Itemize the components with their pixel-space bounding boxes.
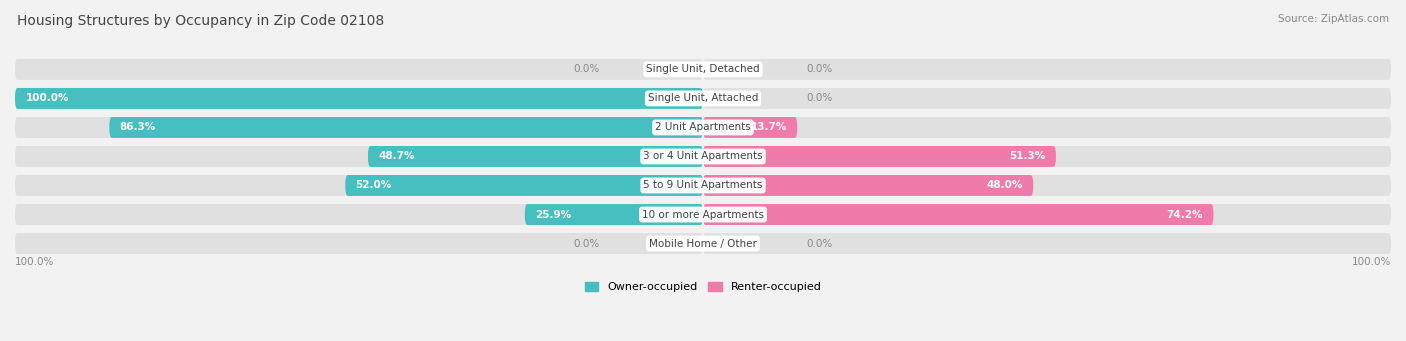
FancyBboxPatch shape — [15, 59, 703, 80]
FancyBboxPatch shape — [15, 146, 703, 167]
Text: 86.3%: 86.3% — [120, 122, 156, 132]
Text: 51.3%: 51.3% — [1010, 151, 1046, 162]
FancyBboxPatch shape — [703, 146, 1391, 167]
FancyBboxPatch shape — [703, 117, 797, 138]
Text: 100.0%: 100.0% — [15, 257, 55, 267]
Text: 100.0%: 100.0% — [25, 93, 69, 103]
FancyBboxPatch shape — [703, 146, 1056, 167]
FancyBboxPatch shape — [110, 117, 703, 138]
FancyBboxPatch shape — [15, 117, 703, 138]
FancyBboxPatch shape — [524, 204, 703, 225]
FancyBboxPatch shape — [346, 175, 703, 196]
Text: Single Unit, Detached: Single Unit, Detached — [647, 64, 759, 74]
Text: 0.0%: 0.0% — [806, 238, 832, 249]
FancyBboxPatch shape — [15, 88, 703, 109]
Text: 52.0%: 52.0% — [356, 180, 392, 191]
Text: 25.9%: 25.9% — [536, 209, 571, 220]
Text: Source: ZipAtlas.com: Source: ZipAtlas.com — [1278, 14, 1389, 24]
FancyBboxPatch shape — [703, 233, 1391, 254]
FancyBboxPatch shape — [15, 233, 703, 254]
Text: 48.7%: 48.7% — [378, 151, 415, 162]
Text: 10 or more Apartments: 10 or more Apartments — [643, 209, 763, 220]
Text: 0.0%: 0.0% — [806, 93, 832, 103]
FancyBboxPatch shape — [703, 175, 1033, 196]
FancyBboxPatch shape — [703, 88, 1391, 109]
Text: 2 Unit Apartments: 2 Unit Apartments — [655, 122, 751, 132]
FancyBboxPatch shape — [15, 175, 703, 196]
FancyBboxPatch shape — [15, 204, 703, 225]
FancyBboxPatch shape — [703, 204, 1213, 225]
Legend: Owner-occupied, Renter-occupied: Owner-occupied, Renter-occupied — [581, 278, 825, 297]
Text: 48.0%: 48.0% — [987, 180, 1024, 191]
Text: 5 to 9 Unit Apartments: 5 to 9 Unit Apartments — [644, 180, 762, 191]
FancyBboxPatch shape — [15, 88, 703, 109]
Text: 74.2%: 74.2% — [1167, 209, 1204, 220]
FancyBboxPatch shape — [703, 117, 1391, 138]
Text: 100.0%: 100.0% — [1351, 257, 1391, 267]
FancyBboxPatch shape — [703, 204, 1391, 225]
Text: Single Unit, Attached: Single Unit, Attached — [648, 93, 758, 103]
Text: 13.7%: 13.7% — [751, 122, 787, 132]
Text: Mobile Home / Other: Mobile Home / Other — [650, 238, 756, 249]
Text: 0.0%: 0.0% — [806, 64, 832, 74]
Text: 0.0%: 0.0% — [574, 238, 600, 249]
FancyBboxPatch shape — [368, 146, 703, 167]
FancyBboxPatch shape — [703, 59, 1391, 80]
Text: 0.0%: 0.0% — [574, 64, 600, 74]
Text: Housing Structures by Occupancy in Zip Code 02108: Housing Structures by Occupancy in Zip C… — [17, 14, 384, 28]
Text: 3 or 4 Unit Apartments: 3 or 4 Unit Apartments — [643, 151, 763, 162]
FancyBboxPatch shape — [703, 175, 1391, 196]
